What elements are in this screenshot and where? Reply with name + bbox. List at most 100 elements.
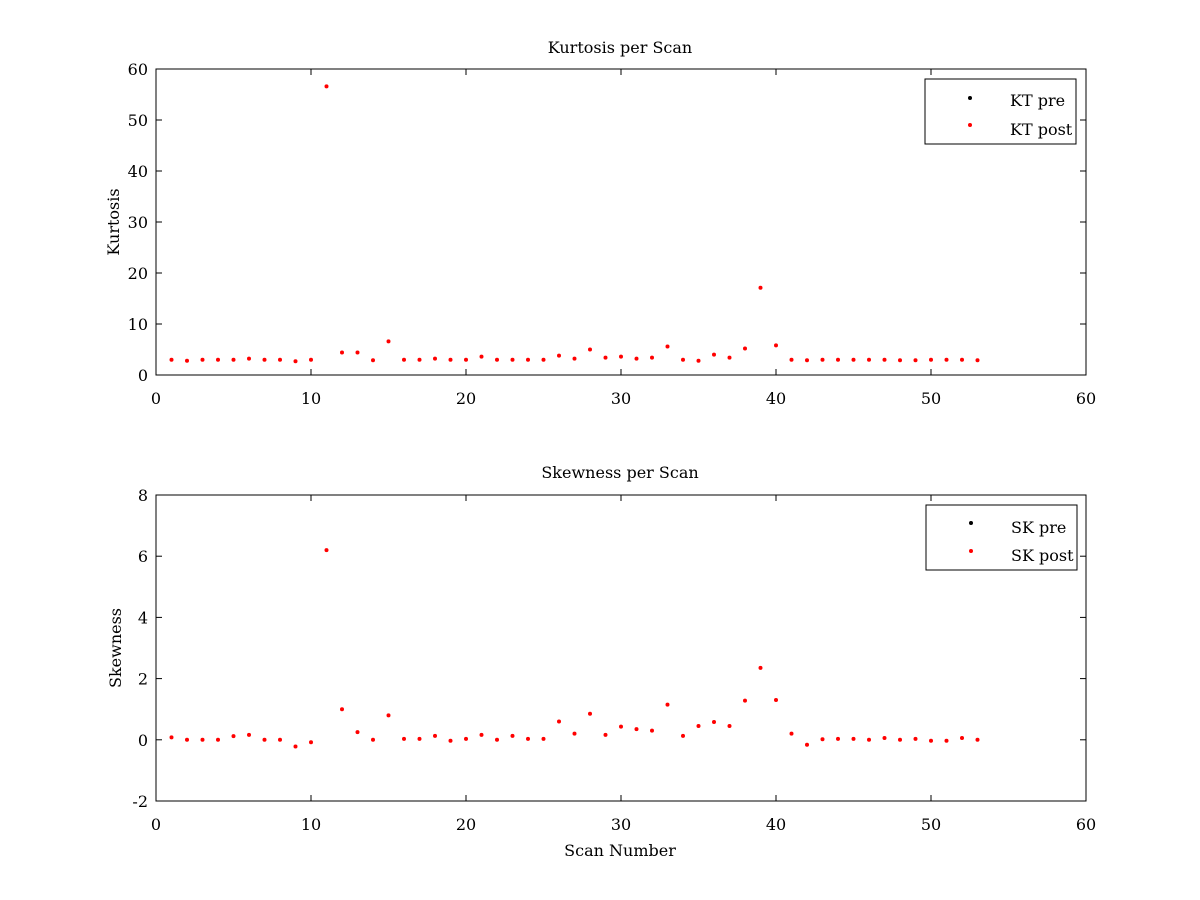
skewness-data-point <box>200 737 205 742</box>
kurtosis-y-tick-label: 30 <box>128 213 148 232</box>
skewness-y-axis-label: Skewness <box>106 608 125 688</box>
skewness-data-point <box>650 728 654 733</box>
kurtosis-data-point <box>433 356 437 361</box>
kurtosis-y-tick-label: 60 <box>128 60 148 79</box>
kurtosis-x-tick-label: 60 <box>1076 389 1096 408</box>
skewness-y-tick-label: 8 <box>138 486 148 505</box>
kurtosis-legend-label-post: KT post <box>1010 120 1073 139</box>
skewness-x-axis-label: Scan Number <box>564 841 676 860</box>
skewness-data-point <box>944 738 949 743</box>
kurtosis-data-point <box>696 358 701 363</box>
skewness-data-point <box>557 719 561 724</box>
kurtosis-data-point <box>929 357 933 362</box>
skewness-y-tick-label: 2 <box>138 670 148 689</box>
kurtosis-data-point <box>479 354 484 359</box>
kurtosis-y-tick-label: 50 <box>128 111 148 130</box>
kurtosis-data-point <box>882 357 887 362</box>
kurtosis-data-point <box>867 357 871 362</box>
kurtosis-data-point <box>510 357 515 362</box>
kurtosis-legend-box <box>924 78 1077 145</box>
kurtosis-data-point <box>805 358 809 363</box>
kurtosis-chart-title: Kurtosis per Scan <box>548 38 692 57</box>
kurtosis-x-tick-label: 10 <box>301 389 321 408</box>
skewness-data-point <box>169 735 174 740</box>
kurtosis-axis-ticks: 0 10 20 30 40 50 60 0 10 20 30 40 50 60 <box>128 60 1097 408</box>
skewness-data-point <box>355 730 360 735</box>
skewness-x-tick-label: 50 <box>921 815 941 834</box>
kurtosis-data-point <box>851 357 856 362</box>
skewness-data-point <box>851 736 856 741</box>
kurtosis-data-point <box>386 339 391 344</box>
kurtosis-y-tick-label: 20 <box>128 264 148 283</box>
kurtosis-x-tick-label: 0 <box>151 389 161 408</box>
skewness-x-tick-label: 20 <box>456 815 476 834</box>
skewness-data-point <box>836 736 840 741</box>
kurtosis-data-point <box>216 357 220 362</box>
kurtosis-data-point <box>820 357 825 362</box>
skewness-x-tick-label: 10 <box>301 815 321 834</box>
kurtosis-data-point <box>278 357 282 362</box>
skewness-data-point <box>371 737 375 742</box>
skewness-x-tick-label: 30 <box>611 815 631 834</box>
skewness-legend-marker-post <box>969 549 973 553</box>
skewness-y-tick-label: -2 <box>132 792 148 811</box>
kurtosis-legend-label-pre: KT pre <box>1010 91 1065 110</box>
kurtosis-legend-marker-post <box>968 123 972 127</box>
kurtosis-data-point <box>712 352 716 357</box>
skewness-data-point <box>758 665 763 670</box>
skewness-data-point <box>526 736 530 741</box>
kurtosis-x-tick-label: 20 <box>456 389 476 408</box>
kurtosis-data-point <box>588 347 592 352</box>
kurtosis-data-point <box>603 355 608 360</box>
kurtosis-data-point <box>743 346 747 351</box>
skewness-data-point <box>247 732 251 737</box>
kurtosis-data-point <box>634 356 639 361</box>
skewness-data-point <box>696 724 701 729</box>
kurtosis-data-point <box>247 356 251 361</box>
skewness-data-point <box>805 742 809 747</box>
kurtosis-x-tick-label: 30 <box>611 389 631 408</box>
skewness-data-point <box>619 724 623 729</box>
kurtosis-y-tick-label: 40 <box>128 162 148 181</box>
skewness-data-point <box>433 733 437 738</box>
skewness-y-tick-label: 6 <box>138 547 148 566</box>
skewness-data-point <box>278 737 282 742</box>
skewness-data-point <box>402 736 406 741</box>
skewness-data-point <box>293 744 298 749</box>
skewness-data-point <box>185 737 189 742</box>
kurtosis-data-point <box>727 355 732 360</box>
kurtosis-data-point <box>681 357 685 362</box>
skewness-data-point <box>231 734 236 739</box>
kurtosis-data-point <box>572 356 577 361</box>
skewness-data-point <box>898 737 902 742</box>
kurtosis-data-point <box>324 84 329 89</box>
kurtosis-data-point <box>774 343 778 348</box>
kurtosis-data-point <box>402 357 406 362</box>
skewness-data-point <box>634 727 639 732</box>
kurtosis-data-point <box>975 358 980 363</box>
kurtosis-data-point <box>340 350 344 355</box>
skewness-x-tick-label: 0 <box>151 815 161 834</box>
kurtosis-data-point <box>913 358 918 363</box>
skewness-legend-marker-pre <box>969 521 973 525</box>
skewness-data-point <box>495 737 499 742</box>
skewness-data-point <box>975 737 980 742</box>
skewness-data-point <box>774 698 778 703</box>
kurtosis-data-point <box>185 358 189 363</box>
kurtosis-data-point <box>944 357 949 362</box>
skewness-legend-label-post: SK post <box>1011 546 1074 565</box>
kurtosis-data-point <box>665 344 670 349</box>
skewness-data-point <box>262 737 267 742</box>
skewness-data-point <box>309 740 313 745</box>
kurtosis-legend: KT pre KT post <box>924 78 1077 145</box>
kurtosis-panel: Kurtosis per Scan Kurtosis 0 10 20 30 40 50 60… <box>104 38 1096 408</box>
kurtosis-data-point <box>898 358 902 363</box>
kurtosis-y-axis-label: Kurtosis <box>104 188 123 255</box>
skewness-data-point <box>743 698 747 703</box>
skewness-data-point <box>510 733 515 738</box>
kurtosis-data-point <box>231 357 236 362</box>
kurtosis-data-point <box>464 357 468 362</box>
kurtosis-x-tick-label: 50 <box>921 389 941 408</box>
